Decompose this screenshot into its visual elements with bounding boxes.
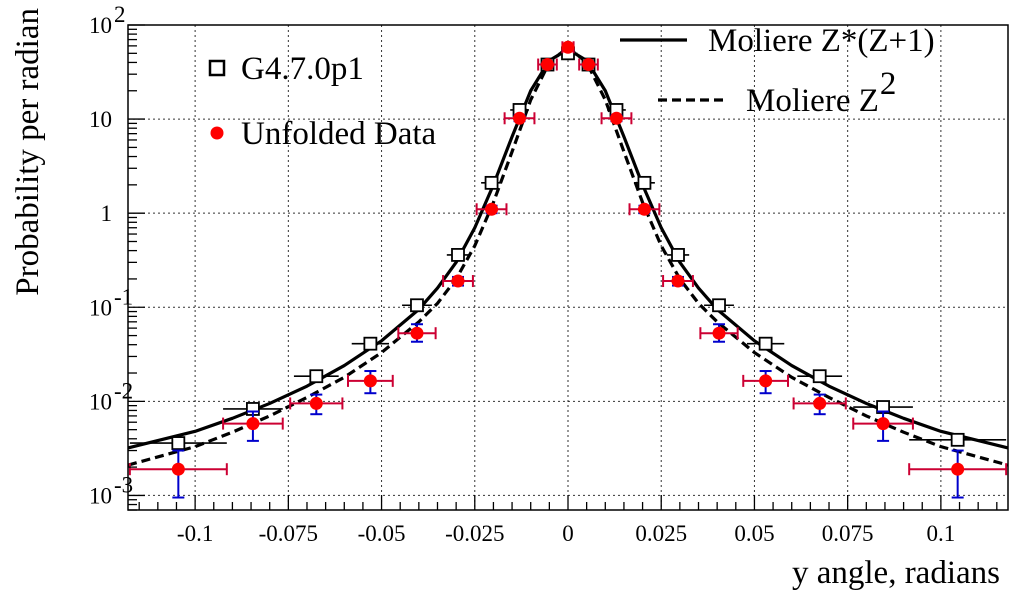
g4-point <box>363 336 378 351</box>
data-point <box>410 326 424 340</box>
data-point <box>813 396 827 410</box>
g4-point <box>171 436 186 450</box>
y-tick-label: 10 <box>89 295 112 320</box>
data-point <box>759 374 773 388</box>
y-tick-label: 10 <box>89 107 112 132</box>
x-axis-title: y angle, radians <box>792 555 1000 591</box>
data-point <box>561 40 575 54</box>
x-tick-label: 0.075 <box>822 521 874 546</box>
data-point <box>246 417 260 431</box>
x-tick-label: 0.025 <box>635 521 687 546</box>
data-point <box>712 326 726 340</box>
g4-point <box>950 432 965 447</box>
data-point <box>309 396 323 410</box>
legend-label: Moliere Z <box>746 83 879 119</box>
x-tick-label: -0.05 <box>358 521 406 546</box>
data-point <box>171 462 185 476</box>
data-point <box>637 202 651 216</box>
g4-point <box>758 336 773 351</box>
g4-point <box>484 175 499 190</box>
g4-point <box>451 248 465 262</box>
g4-point <box>712 298 726 313</box>
markers <box>128 40 1008 499</box>
x-tick-label: -0.1 <box>177 521 213 546</box>
data-point <box>485 202 499 216</box>
data-point <box>363 374 377 388</box>
legend-label: Unfolded Data <box>241 116 437 152</box>
g4-point <box>671 248 685 262</box>
x-tick-label: 0.05 <box>734 521 774 546</box>
data-point <box>951 462 965 476</box>
axes: -0.1 -0.075 -0.05 -0.025 0 0.025 0.05 0.075 0.1 1… <box>89 2 1009 546</box>
x-tick-label: -0.075 <box>259 521 318 546</box>
legend-label: Moliere Z*(Z+1) <box>708 23 935 59</box>
y-axis-title: Probability per radian <box>10 8 46 296</box>
data-point <box>451 274 465 288</box>
data-point <box>671 274 685 288</box>
y-tick-exponent: -2 <box>114 378 133 403</box>
data-point <box>609 111 623 125</box>
y-tick-label: 10 <box>89 389 112 414</box>
legend-label: G4.7.0p1 <box>241 51 364 87</box>
legend-label-sup: 2 <box>880 66 897 102</box>
x-tick-label: 0.1 <box>927 521 956 546</box>
data-point <box>540 58 554 72</box>
y-tick-exponent: -1 <box>114 284 133 309</box>
x-tick-label: -0.025 <box>445 521 504 546</box>
g4-point <box>637 175 652 190</box>
y-tick-exponent: 2 <box>114 2 126 27</box>
x-tick-label: 0 <box>562 521 574 546</box>
data-point <box>582 58 596 72</box>
g4-point <box>812 369 827 384</box>
legend-g4-marker <box>208 59 226 77</box>
y-tick-label: 10 <box>89 13 112 38</box>
data-point <box>513 111 527 125</box>
y-tick-label: 10 <box>89 483 112 508</box>
g4-point <box>410 298 424 313</box>
data-point <box>876 417 890 431</box>
y-tick-exponent: -3 <box>114 472 133 497</box>
legend-data-marker <box>210 126 224 140</box>
y-tick-label: 1 <box>101 201 113 226</box>
g4-point <box>309 369 324 384</box>
legend: G4.7.0p1 Unfolded Data Moliere Z*(Z+1) Moli… <box>208 23 935 152</box>
